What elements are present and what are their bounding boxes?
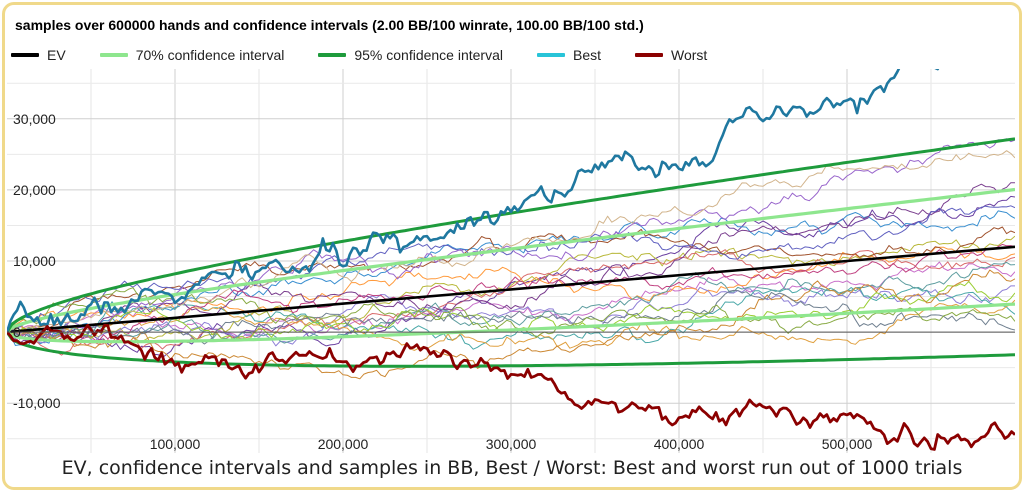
worst-run-line: [7, 323, 1015, 451]
legend-swatch: [99, 53, 128, 57]
x-tick-label: 100,000: [150, 436, 201, 452]
chart-legend: EV 70% confidence interval 95% confidence …: [11, 45, 741, 65]
legend-label: 70% confidence interval: [135, 47, 285, 63]
y-tick-label: 0: [13, 324, 21, 340]
y-tick-label: 20,000: [13, 182, 56, 198]
x-tick-label: 500,000: [822, 436, 873, 452]
chart-caption: EV, confidence intervals and samples in …: [61, 457, 963, 479]
legend-item: Worst: [635, 47, 707, 63]
x-tick-label: 400,000: [654, 436, 705, 452]
ci95-upper-line: [7, 137, 1015, 333]
series-group: [7, 69, 1015, 451]
best-run-line: [7, 69, 940, 333]
legend-label: Best: [573, 47, 602, 63]
legend-swatch: [537, 53, 565, 57]
legend-swatch: [635, 53, 664, 57]
legend-swatch: [318, 53, 347, 57]
legend-swatch: [11, 53, 39, 57]
x-tick-label: 300,000: [486, 436, 537, 452]
x-tick-label: 200,000: [318, 436, 369, 452]
legend-item: Best: [537, 47, 601, 63]
ci70-lower-line: [7, 302, 1015, 344]
line-chart: -10,000 0 10,000 20,000 30,000 100,000 200,000…: [7, 69, 1015, 453]
legend-item: 95% confidence interval: [318, 47, 503, 63]
legend-label: EV: [47, 47, 66, 63]
sample-run-line: [7, 285, 1015, 347]
legend-label: 95% confidence interval: [354, 47, 503, 63]
sample-run-line: [7, 269, 1015, 380]
y-tick-label: -10,000: [13, 395, 61, 411]
sample-run-line: [7, 205, 1015, 333]
ev-line: [7, 245, 1015, 334]
legend-item: EV: [11, 47, 66, 63]
legend-label: Worst: [671, 47, 708, 63]
sample-run-line: [7, 289, 1015, 345]
y-tick-label: 30,000: [13, 111, 56, 127]
sample-run-line: [7, 299, 1015, 351]
y-tick-label: 10,000: [13, 253, 56, 269]
chart-title: samples over 600000 hands and confidence…: [15, 17, 644, 33]
ci95-lower-line: [7, 331, 1015, 368]
legend-item: 70% confidence interval: [99, 47, 285, 63]
sample-run-line: [7, 195, 1015, 359]
ci70-upper-line: [7, 187, 1015, 334]
